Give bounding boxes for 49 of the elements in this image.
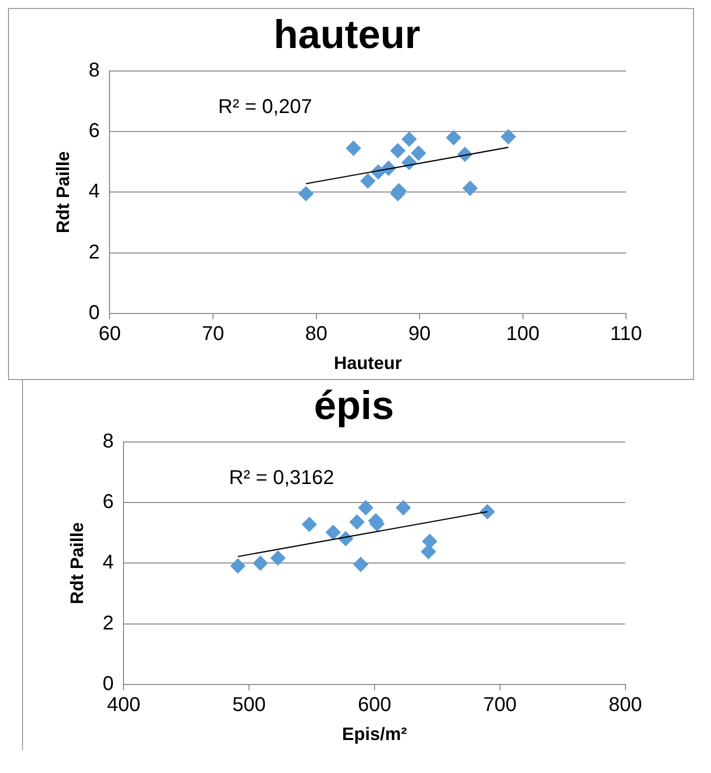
y-axis-title: Rdt Paille xyxy=(52,151,73,234)
point xyxy=(252,556,268,571)
x-tick-label: 110 xyxy=(610,322,642,345)
point xyxy=(326,524,341,540)
x-axis-title: Hauteur xyxy=(334,353,402,374)
y-tick-label: 6 xyxy=(102,491,114,514)
y-tick-label: 8 xyxy=(102,430,114,453)
annotation: R² = 0,3162 xyxy=(229,466,334,489)
x-tick-label: 80 xyxy=(305,322,328,345)
y-tick-label: 8 xyxy=(88,60,100,82)
x-tick-label: 400 xyxy=(107,694,140,716)
y-tick-label: 2 xyxy=(102,612,114,634)
point xyxy=(353,556,368,572)
x-tick-label: 800 xyxy=(608,694,642,716)
point xyxy=(230,558,246,574)
point xyxy=(402,132,417,147)
point xyxy=(422,534,438,549)
x-tick-label: 500 xyxy=(232,694,266,716)
x-tick-label: 70 xyxy=(202,322,224,345)
point xyxy=(270,550,286,566)
point xyxy=(396,500,411,516)
point xyxy=(390,143,406,158)
y-tick-label: 6 xyxy=(88,120,100,142)
y-axis-title: Rdt Paille xyxy=(66,522,87,604)
point xyxy=(500,129,516,144)
x-tick-label: 100 xyxy=(506,322,540,345)
y-tick-label: 0 xyxy=(102,672,114,695)
chart-title: hauteur xyxy=(274,13,420,58)
x-tick-label: 90 xyxy=(408,322,431,345)
y-tick-label: 0 xyxy=(88,302,100,324)
point xyxy=(360,173,376,188)
chart-title: épis xyxy=(314,384,394,428)
annotation: R² = 0,207 xyxy=(218,96,312,118)
y-tick-label: 4 xyxy=(88,180,100,203)
point xyxy=(462,180,478,196)
point xyxy=(346,140,361,156)
point xyxy=(410,146,426,161)
point xyxy=(480,504,495,520)
point xyxy=(446,130,462,146)
point xyxy=(349,514,364,530)
point xyxy=(298,186,314,202)
y-tick-label: 4 xyxy=(102,552,114,574)
point xyxy=(302,516,317,532)
x-axis-title: Epis/m² xyxy=(342,724,408,744)
x-tick-label: 700 xyxy=(483,694,517,716)
y-tick-label: 2 xyxy=(88,241,100,264)
x-tick-label: 600 xyxy=(358,694,392,716)
point xyxy=(358,500,374,516)
x-tick-label: 60 xyxy=(98,322,121,345)
